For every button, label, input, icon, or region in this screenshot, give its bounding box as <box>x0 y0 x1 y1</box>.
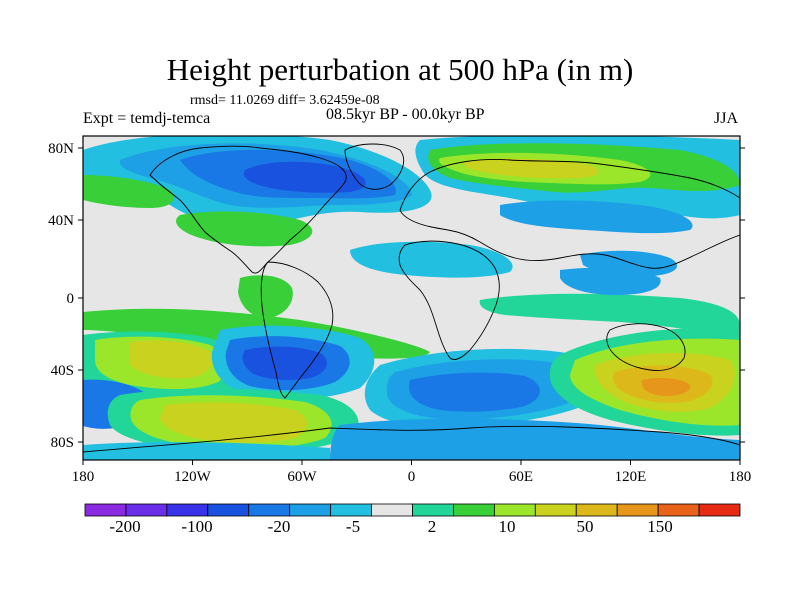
contour-region <box>176 211 313 247</box>
colorbar-swatch <box>166 503 209 517</box>
contour-region <box>330 418 740 460</box>
contour-region <box>408 372 540 412</box>
colorbar-swatch <box>125 503 168 517</box>
colorbar-label: -100 <box>181 517 212 536</box>
coastline-north-america <box>149 145 347 274</box>
stats-text: rmsd= 11.0269 diff= 3.62459e-08 <box>190 93 380 108</box>
experiment-label: Expt = temdj-temca <box>83 110 211 127</box>
lon-label: 180 <box>72 469 95 485</box>
lon-label: 120W <box>174 469 212 485</box>
contour-region <box>641 377 691 396</box>
contour-region <box>479 293 740 340</box>
contour-region <box>238 275 293 318</box>
coastline-antarctica <box>83 425 740 453</box>
colorbar-swatch <box>657 503 700 517</box>
lat-label: 80S <box>51 435 74 451</box>
coastline-africa <box>398 240 500 361</box>
colorbar-label: -5 <box>346 517 360 536</box>
colorbar-swatch <box>330 503 372 517</box>
colorbar-labels: -200 -100 -20 -5 2 10 50 150 <box>109 517 672 536</box>
colorbar-swatch <box>698 503 741 517</box>
colorbar-label: -200 <box>109 517 140 536</box>
coastline-europe-asia <box>399 159 740 269</box>
colorbar-label: 10 <box>499 517 516 536</box>
figure-title: Height perturbation at 500 hPa (in m) <box>166 52 634 87</box>
colorbar-swatch <box>412 503 454 517</box>
lat-label: 40S <box>51 363 74 379</box>
contour-region <box>500 200 693 234</box>
colorbar-label: -20 <box>268 517 291 536</box>
colorbar-swatch <box>493 503 536 517</box>
lon-label: 180 <box>729 469 752 485</box>
colorbar-swatch <box>575 503 618 517</box>
lon-label: 60E <box>509 469 533 485</box>
coastline-australia <box>606 323 686 371</box>
contour-region <box>243 161 366 193</box>
contour-region <box>350 241 513 278</box>
colorbar-label: 50 <box>577 517 594 536</box>
coastline-south-america <box>260 261 334 399</box>
colorbar-swatch <box>248 503 291 517</box>
colorbar-swatch <box>289 503 332 517</box>
lat-axis <box>78 147 745 443</box>
coastlines <box>83 143 740 453</box>
period-label: 08.5kyr BP - 00.0kyr BP <box>326 106 485 123</box>
contour-region <box>464 158 599 179</box>
contour-fill-layer <box>83 136 740 460</box>
coastline-greenland <box>344 143 404 190</box>
lat-label: 40N <box>48 213 74 229</box>
colorbar-swatch <box>371 503 413 517</box>
contour-region <box>560 267 661 296</box>
lon-axis <box>82 460 741 465</box>
colorbar-label: 2 <box>428 517 437 536</box>
colorbar-swatch <box>453 503 495 517</box>
lat-label: 0 <box>67 291 75 307</box>
colorbar-label: 150 <box>647 517 673 536</box>
colorbar-swatch <box>84 503 127 517</box>
contour-region <box>160 402 308 443</box>
contour-region <box>242 346 327 381</box>
lon-label: 120E <box>615 469 647 485</box>
colorbar-swatch <box>207 503 250 517</box>
contour-region <box>130 340 214 379</box>
lon-label: 0 <box>408 469 416 485</box>
colorbar-swatch <box>534 503 577 517</box>
contour-region <box>83 175 174 208</box>
lon-label: 60W <box>287 469 317 485</box>
lat-label: 80N <box>48 141 74 157</box>
season-label: JJA <box>714 110 739 127</box>
colorbar-swatch <box>616 503 659 517</box>
colorbar <box>84 503 741 517</box>
